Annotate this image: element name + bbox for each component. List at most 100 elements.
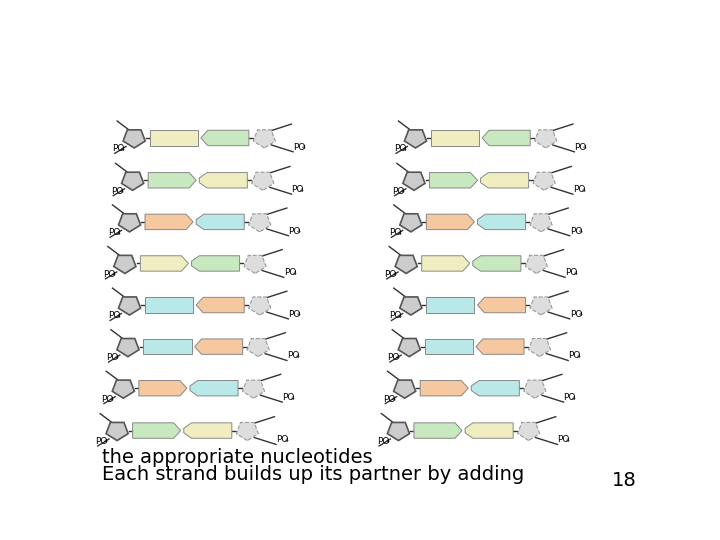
Polygon shape [243, 380, 264, 398]
Text: 4: 4 [392, 397, 395, 402]
Text: PO: PO [292, 185, 304, 194]
Text: PO: PO [282, 393, 294, 402]
Text: PO: PO [389, 228, 402, 237]
Text: 4: 4 [121, 147, 125, 152]
Text: 4: 4 [402, 147, 406, 152]
Text: 4: 4 [104, 440, 108, 444]
Polygon shape [117, 339, 139, 356]
Polygon shape [472, 381, 519, 396]
Text: 4: 4 [297, 312, 301, 318]
Polygon shape [252, 172, 274, 190]
Polygon shape [248, 214, 271, 232]
Polygon shape [387, 422, 410, 441]
Polygon shape [482, 130, 530, 146]
Polygon shape [150, 130, 198, 146]
Text: PO: PO [384, 270, 397, 279]
Text: 4: 4 [297, 229, 301, 234]
Text: 4: 4 [112, 272, 116, 278]
Polygon shape [518, 422, 540, 441]
Polygon shape [119, 214, 140, 232]
Text: PO: PO [377, 437, 389, 446]
Text: 4: 4 [397, 314, 402, 319]
Text: 4: 4 [397, 231, 402, 236]
Text: 4: 4 [578, 312, 582, 318]
Text: PO: PO [103, 270, 115, 279]
Text: 4: 4 [578, 229, 582, 234]
Text: PO: PO [387, 353, 400, 362]
Polygon shape [533, 172, 555, 190]
Text: 4: 4 [300, 187, 304, 193]
Polygon shape [199, 173, 248, 188]
Polygon shape [528, 339, 551, 356]
Polygon shape [530, 297, 552, 315]
Polygon shape [400, 297, 422, 315]
Text: PO: PO [383, 395, 395, 403]
Polygon shape [236, 422, 258, 441]
Text: PO: PO [96, 437, 108, 446]
Text: 4: 4 [566, 438, 570, 443]
Polygon shape [530, 214, 552, 232]
Polygon shape [481, 173, 528, 188]
Polygon shape [140, 256, 189, 271]
Polygon shape [192, 256, 240, 271]
Polygon shape [476, 339, 524, 354]
Polygon shape [414, 423, 462, 438]
Polygon shape [196, 214, 244, 230]
Polygon shape [196, 298, 244, 313]
Text: 4: 4 [385, 440, 390, 444]
Polygon shape [420, 381, 468, 396]
Polygon shape [253, 130, 276, 148]
Polygon shape [122, 172, 144, 190]
Text: 4: 4 [302, 145, 305, 150]
Polygon shape [143, 339, 192, 354]
Polygon shape [194, 339, 243, 354]
Text: PO: PO [287, 352, 300, 361]
Text: 4: 4 [393, 272, 397, 278]
Text: 4: 4 [291, 395, 294, 401]
Polygon shape [523, 380, 546, 398]
Text: PO: PO [568, 352, 580, 361]
Text: 4: 4 [295, 354, 300, 359]
Text: PO: PO [111, 187, 123, 195]
Text: PO: PO [564, 393, 576, 402]
Polygon shape [400, 214, 422, 232]
Polygon shape [395, 255, 418, 273]
Polygon shape [535, 130, 557, 148]
Text: PO: PO [108, 312, 120, 320]
Text: PO: PO [570, 310, 582, 319]
Text: the appropriate nucleotides: the appropriate nucleotides [102, 448, 372, 467]
Polygon shape [394, 380, 415, 398]
Text: 4: 4 [401, 189, 405, 194]
Text: PO: PO [276, 435, 289, 444]
Polygon shape [425, 339, 473, 354]
Polygon shape [119, 297, 140, 315]
Polygon shape [106, 422, 128, 441]
Polygon shape [465, 423, 513, 438]
Text: PO: PO [284, 268, 296, 278]
Text: PO: PO [392, 187, 405, 195]
Polygon shape [405, 130, 426, 148]
Text: PO: PO [573, 185, 585, 194]
Text: Each strand builds up its partner by adding: Each strand builds up its partner by add… [102, 465, 524, 484]
Polygon shape [248, 297, 271, 315]
Polygon shape [247, 339, 269, 356]
Text: 4: 4 [292, 271, 296, 276]
Text: 4: 4 [583, 145, 587, 150]
Text: PO: PO [112, 144, 125, 153]
Text: 4: 4 [120, 189, 123, 194]
Polygon shape [139, 381, 187, 396]
Text: PO: PO [289, 310, 301, 319]
Polygon shape [201, 130, 249, 146]
Polygon shape [526, 255, 547, 273]
Polygon shape [426, 214, 474, 230]
Text: 4: 4 [117, 314, 120, 319]
Polygon shape [114, 255, 136, 273]
Text: PO: PO [108, 228, 120, 237]
Text: PO: PO [570, 227, 582, 236]
Text: 4: 4 [581, 187, 585, 193]
Polygon shape [184, 423, 232, 438]
Text: 4: 4 [284, 438, 289, 443]
Polygon shape [473, 256, 521, 271]
Text: 4: 4 [110, 397, 114, 402]
Polygon shape [123, 130, 145, 148]
